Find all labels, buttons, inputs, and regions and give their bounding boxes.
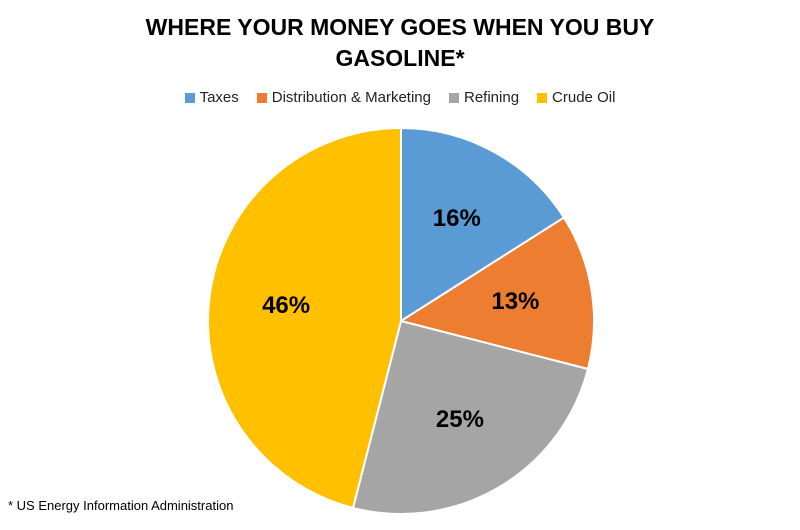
chart-title: WHERE YOUR MONEY GOES WHEN YOU BUY GASOL… (145, 14, 655, 71)
legend-swatch (537, 92, 548, 103)
legend-item: Crude Oil (537, 89, 615, 106)
pie-slice (398, 216, 595, 371)
data-label: 46% (262, 292, 310, 319)
pie-slice (207, 126, 402, 510)
legend-item: Taxes (184, 89, 239, 106)
legend-swatch (184, 92, 195, 103)
legend-swatch (449, 92, 459, 103)
legend-swatch (256, 92, 267, 103)
legend: Taxes Distribution & Marketing Refining Cru… (0, 89, 800, 106)
data-label: 13% (491, 288, 539, 315)
pie-slice (400, 126, 566, 323)
data-label: 16% (433, 205, 481, 232)
legend-item: Refining (449, 89, 519, 106)
legend-item: Distribution & Marketing (256, 89, 431, 106)
footnote: * US Energy Information Administration (8, 498, 234, 513)
pie-slice (351, 319, 590, 515)
legend-label: Refining (464, 89, 520, 106)
data-label: 25% (436, 406, 484, 433)
legend-label: Crude Oil (552, 89, 616, 106)
legend-label: Distribution & Marketing (271, 89, 431, 106)
legend-label: Taxes (199, 89, 239, 106)
